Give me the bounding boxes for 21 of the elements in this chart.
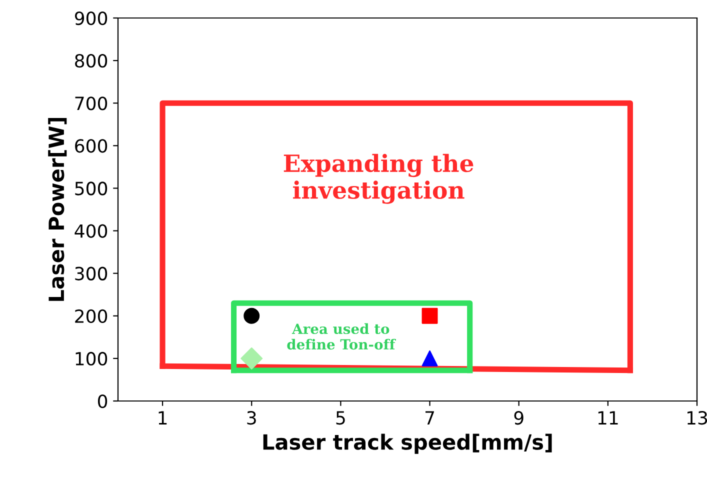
x-tick-label: 7 bbox=[426, 411, 434, 424]
y-tick-label: 700 bbox=[75, 96, 108, 110]
y-tick-label: 500 bbox=[75, 182, 108, 196]
x-tick-label: 5 bbox=[336, 411, 345, 425]
y-tick-label: 0 bbox=[98, 394, 108, 408]
y-tick-label: 200 bbox=[75, 309, 108, 324]
y-tick-label: 100 bbox=[76, 352, 108, 366]
y-axis-title: Laser Power[W] bbox=[48, 118, 67, 301]
y-tick-label: 600 bbox=[75, 139, 108, 153]
x-axis-title: Laser track speed[mm/s] bbox=[263, 434, 552, 454]
x-tick-label: 11 bbox=[598, 411, 618, 424]
annotation: Area used to define Ton-off bbox=[287, 323, 396, 350]
x-tick-label: 1 bbox=[158, 411, 167, 424]
y-tick-label: 300 bbox=[75, 266, 108, 280]
y-tick-label: 800 bbox=[75, 54, 108, 68]
y-tick-label: 400 bbox=[74, 224, 108, 238]
x-tick-label: 9 bbox=[514, 411, 524, 425]
y-tick-label: 900 bbox=[74, 11, 108, 26]
x-tick-label: 3 bbox=[247, 411, 256, 425]
annotation: Expanding the investigation bbox=[284, 154, 474, 204]
x-tick-label: 13 bbox=[687, 411, 707, 425]
